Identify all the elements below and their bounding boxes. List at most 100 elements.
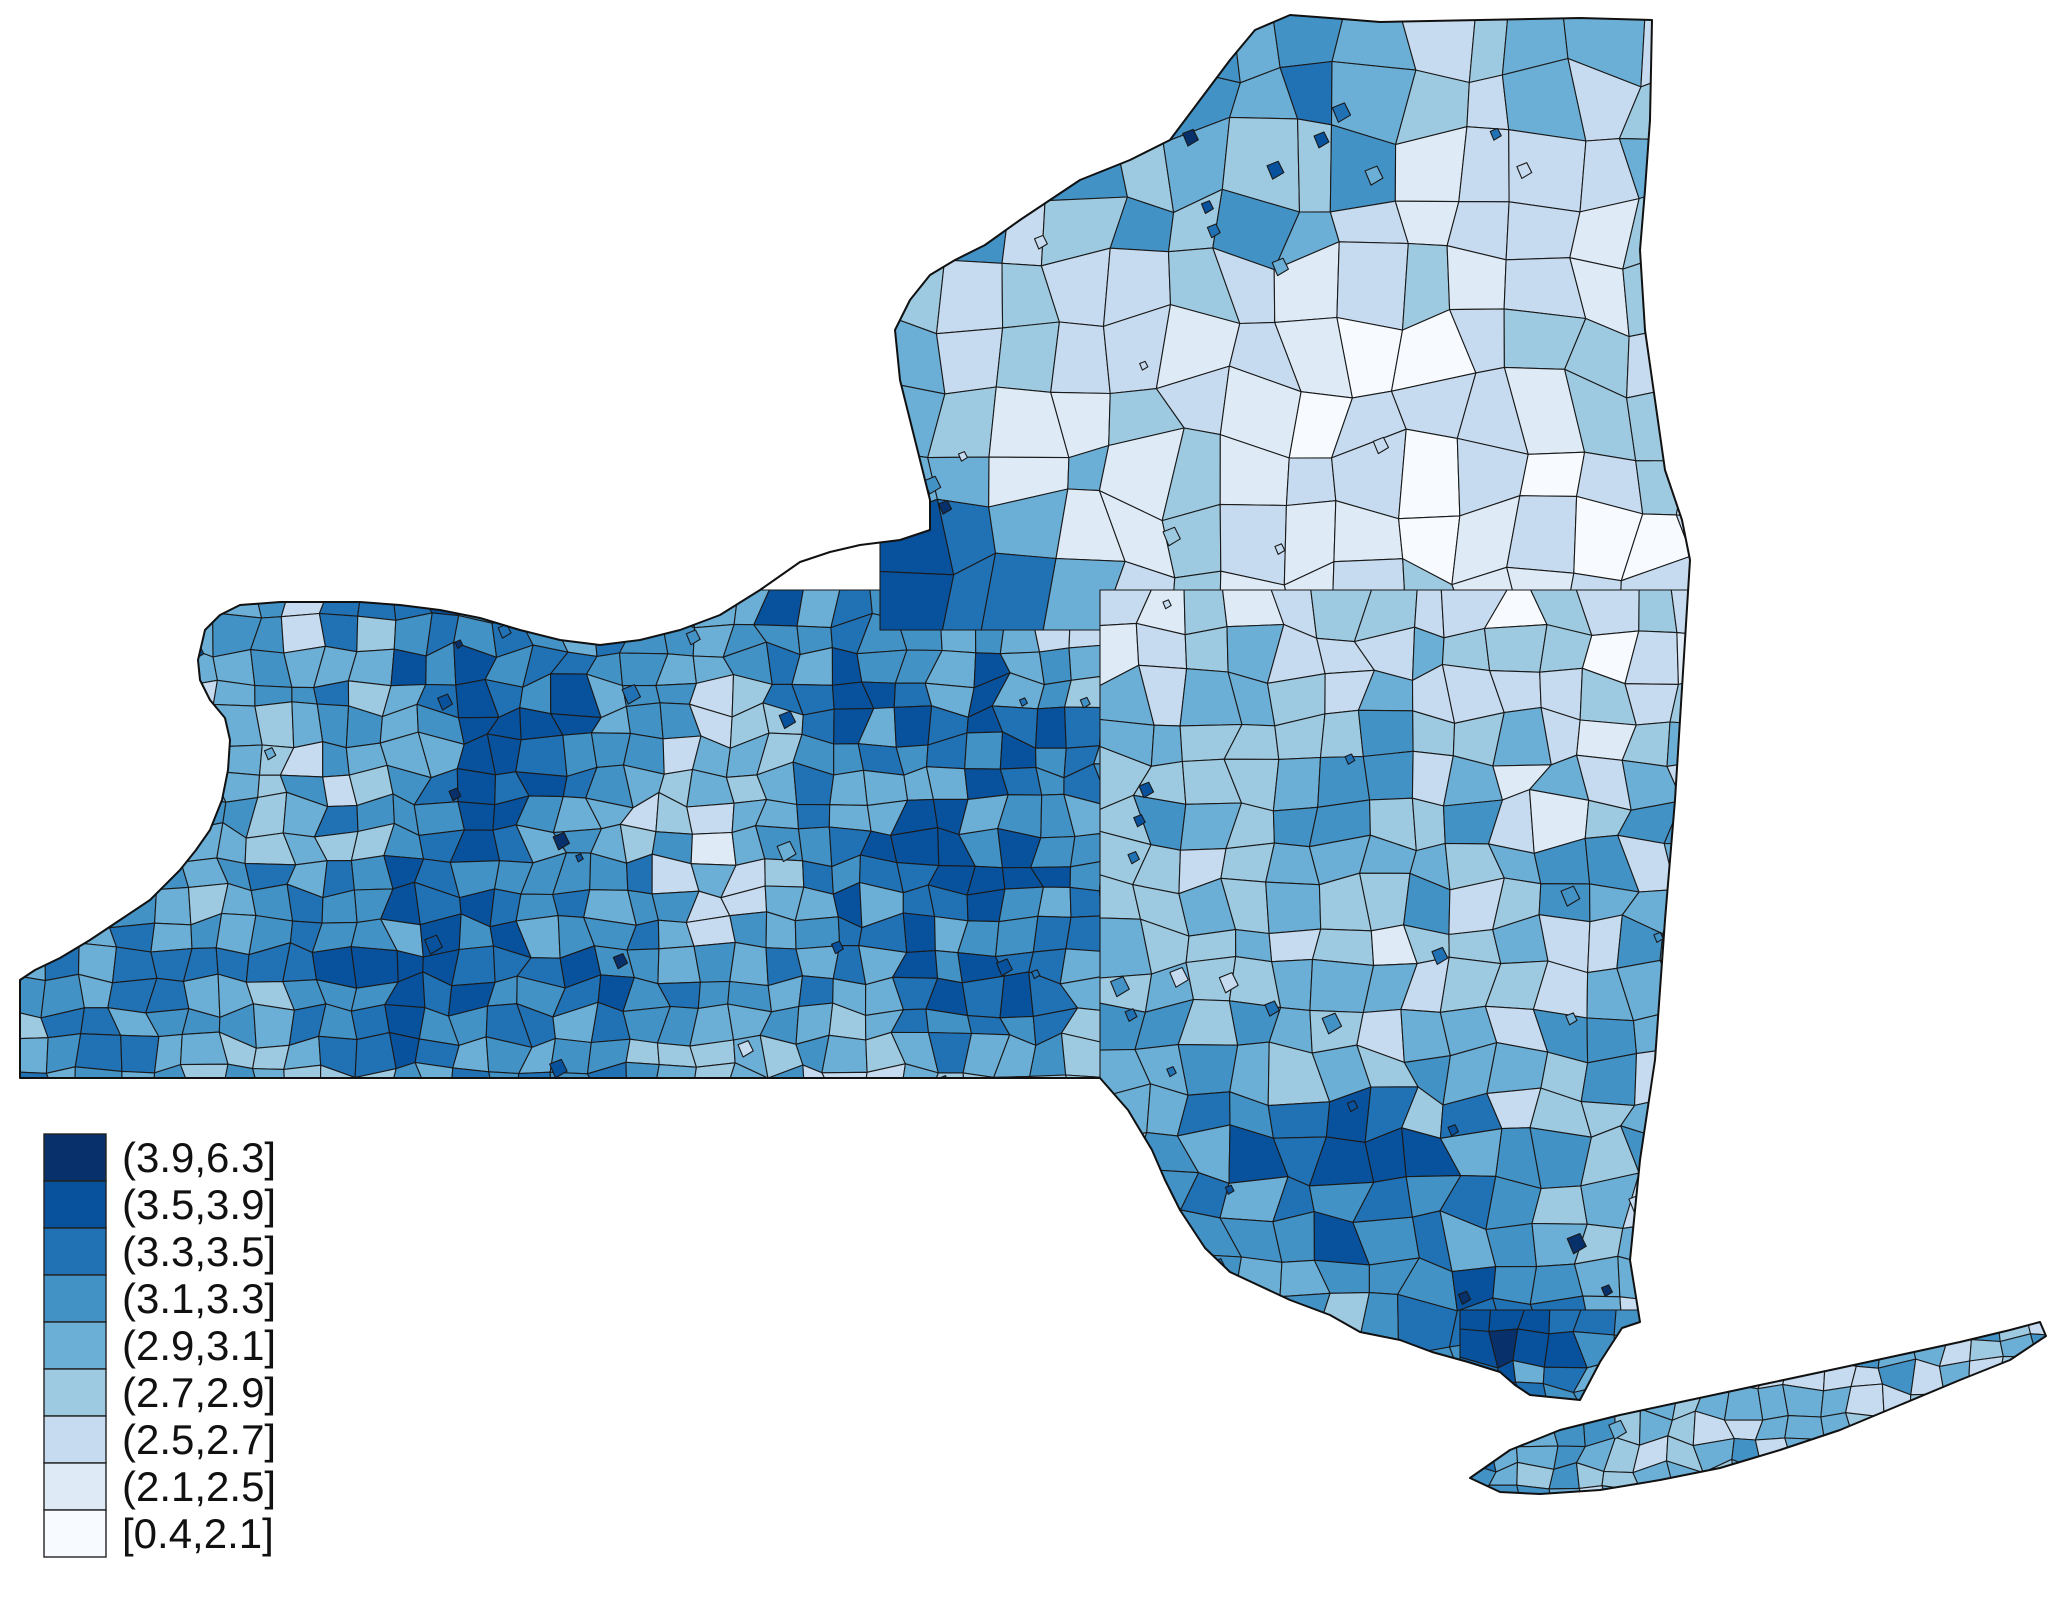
map-region [957,451,968,462]
map-region [111,768,152,805]
map-region [1873,1488,1917,1494]
map-region [41,702,82,743]
map-region [179,612,214,658]
legend-label: (2.7,2.9] [122,1369,276,1416]
map-region [1851,1491,1888,1494]
legend-swatch [43,1274,107,1323]
map-region [1932,1465,1974,1494]
map-region [1319,709,1364,759]
map-region [1966,1439,2002,1471]
map-region [1099,1292,1148,1357]
map-region [1662,1309,1695,1342]
map-region [188,361,203,376]
map-region [356,615,397,653]
map-region [142,644,181,689]
legend-label: (3.5,3.9] [122,1181,276,1228]
legend-label: (2.9,3.1] [122,1322,276,1369]
map-region [116,740,152,777]
map-region [1099,1263,1139,1309]
map-region [454,639,464,649]
map-region [1317,755,1371,808]
map-region [621,684,642,705]
map-region [20,678,50,717]
map-region [191,761,227,803]
map-region [237,574,250,588]
map-region [769,399,786,417]
legend-swatch [43,1133,107,1182]
map-region [121,1070,156,1101]
map-region [148,821,193,863]
map-region [550,589,600,625]
map-region [1200,200,1214,215]
map-region [1458,126,1510,203]
map-region [45,1066,76,1101]
map-region [1177,1044,1239,1096]
map-region [1220,842,1275,883]
map-region [1693,1331,1731,1362]
map-region [1271,257,1289,277]
map-region [143,612,188,649]
map-region [821,1071,868,1101]
map-region [1675,447,1751,523]
map-region [1967,1381,1999,1412]
map-region [488,1071,520,1101]
map-region [1941,1389,1977,1421]
legend-entry: [0.4,2.1] [43,1509,274,1558]
map-region [1138,781,1155,799]
map-region [295,319,308,333]
map-region [1077,1212,1095,1231]
map-region [1722,1331,1768,1369]
map-region [1756,1468,1795,1490]
map-region [775,537,791,555]
map-region [1489,127,1502,141]
map-region [489,589,532,624]
map-region [116,616,151,653]
map-region [1114,104,1130,121]
map-region [53,589,88,622]
map-region [991,71,1058,123]
map-region [652,1064,697,1101]
map-region [935,259,1004,335]
map-region [1845,1383,1885,1418]
map-region [111,946,158,984]
map-region [1908,1309,1948,1342]
map-region [1267,1376,1318,1431]
map-region [1402,1383,1465,1431]
map-region [20,589,57,622]
map-region [879,74,947,146]
map-region [729,941,769,987]
map-region [1218,972,1239,994]
legend-swatch [43,1368,107,1417]
map-region [20,825,48,862]
map-region [73,1066,123,1101]
map-region [1266,160,1285,180]
map-region [1099,1376,1137,1431]
map-region [456,768,497,806]
map-region [1519,451,1586,497]
legend-label: [0.4,2.1] [122,1510,274,1557]
map-region [1133,814,1146,828]
map-region [20,918,46,956]
map-region [1135,1346,1184,1392]
map-region [1285,457,1337,507]
map-region [1701,1357,1731,1395]
map-region [283,1064,322,1101]
map-region [519,589,556,620]
map-region [1659,917,1717,961]
map-region [141,589,188,619]
map-region [1139,360,1149,371]
map-region [42,918,87,947]
map-region [1946,1489,1974,1494]
map-region [20,763,54,805]
map-region [252,1068,286,1101]
map-region [20,856,57,897]
map-region [1722,1488,1768,1494]
map-region [1816,1309,1848,1342]
map-region [142,684,193,714]
map-region [795,945,841,980]
map-region [1162,526,1181,547]
map-region [1224,1376,1279,1431]
map-region [1669,1173,1717,1221]
map-region [1659,957,1717,1009]
